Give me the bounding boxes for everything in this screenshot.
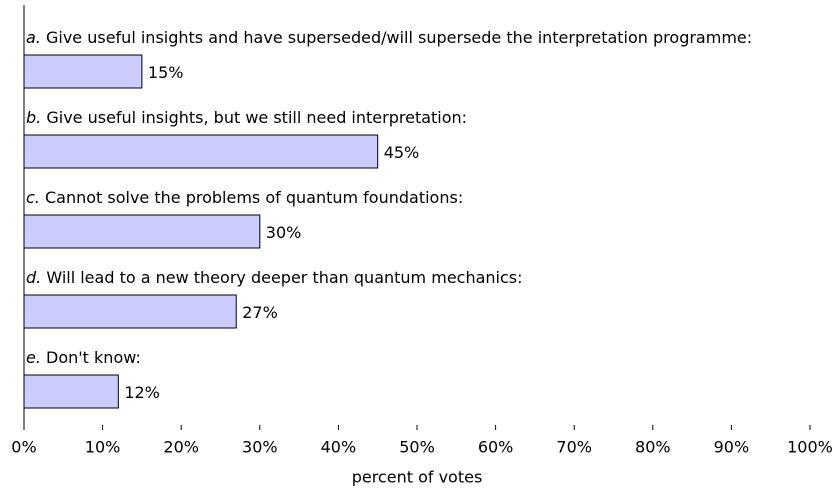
- value-label: 15%: [148, 63, 184, 82]
- category-label: b. Give useful insights, but we still ne…: [26, 108, 467, 127]
- value-label: 12%: [124, 383, 160, 402]
- value-label: 45%: [384, 143, 420, 162]
- bar: [23, 214, 261, 249]
- x-tick-label: 0%: [11, 438, 36, 457]
- category-text: Will lead to a new theory deeper than qu…: [46, 268, 522, 287]
- category-text: Give useful insights, but we still need …: [46, 108, 467, 127]
- x-axis-label: percent of votes: [352, 468, 483, 487]
- category-letter: a.: [26, 28, 41, 47]
- category-letter: e.: [26, 348, 41, 367]
- category-text: Cannot solve the problems of quantum fou…: [45, 188, 463, 207]
- x-tick-label: 50%: [399, 438, 435, 457]
- x-tick-label: 80%: [635, 438, 671, 457]
- category-label: c. Cannot solve the problems of quantum …: [26, 188, 463, 207]
- x-tick-label: 30%: [242, 438, 278, 457]
- category-label: a. Give useful insights and have superse…: [26, 28, 752, 47]
- value-label: 30%: [266, 223, 302, 242]
- bar: [23, 54, 143, 89]
- category-label: e. Don't know:: [26, 348, 141, 367]
- x-tick-label: 100%: [787, 438, 833, 457]
- x-tick-label: 70%: [556, 438, 592, 457]
- bar: [23, 294, 237, 329]
- x-tick-label: 40%: [321, 438, 357, 457]
- category-letter: b.: [26, 108, 41, 127]
- category-letter: c.: [26, 188, 40, 207]
- value-label: 27%: [242, 303, 278, 322]
- category-letter: d.: [26, 268, 41, 287]
- category-text: Don't know:: [46, 348, 141, 367]
- x-tick-label: 60%: [478, 438, 514, 457]
- x-tick-label: 20%: [163, 438, 199, 457]
- bar: [23, 374, 119, 409]
- category-text: Give useful insights and have superseded…: [46, 28, 752, 47]
- category-label: d. Will lead to a new theory deeper than…: [26, 268, 523, 287]
- bar: [23, 134, 379, 169]
- x-tick-label: 10%: [85, 438, 121, 457]
- x-tick-label: 90%: [714, 438, 750, 457]
